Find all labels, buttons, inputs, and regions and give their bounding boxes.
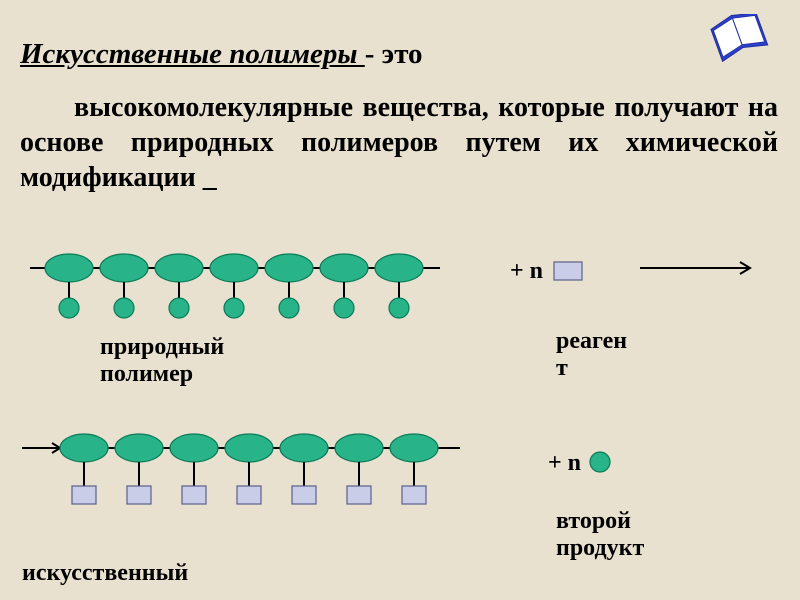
plus-n-bottom-label: + n	[548, 450, 581, 477]
natural-polymer-label: природный полимер	[100, 334, 224, 388]
natural-polymer-diagram	[40, 250, 460, 330]
plus-n-top-label: + n	[510, 258, 543, 285]
slide-canvas: Искусственные полимеры - это высокомолек…	[0, 0, 800, 600]
top-reaction-arrow	[640, 258, 760, 278]
artificial-polymer-diagram	[60, 430, 480, 512]
title-underlined: Искусственные полимеры	[20, 38, 365, 70]
title-tail: - это	[365, 38, 423, 70]
definition-text: высокомолекулярные вещества, которые пол…	[20, 90, 778, 195]
reagent-square	[554, 262, 594, 292]
product-circle	[588, 450, 612, 474]
page-title: Искусственные полимеры - это	[20, 38, 423, 71]
book-icon	[710, 14, 770, 64]
artificial-polymer-label: искусственный	[22, 560, 188, 587]
reagent-label: реаген т	[556, 328, 627, 382]
second-product-label: второй продукт	[556, 508, 644, 562]
